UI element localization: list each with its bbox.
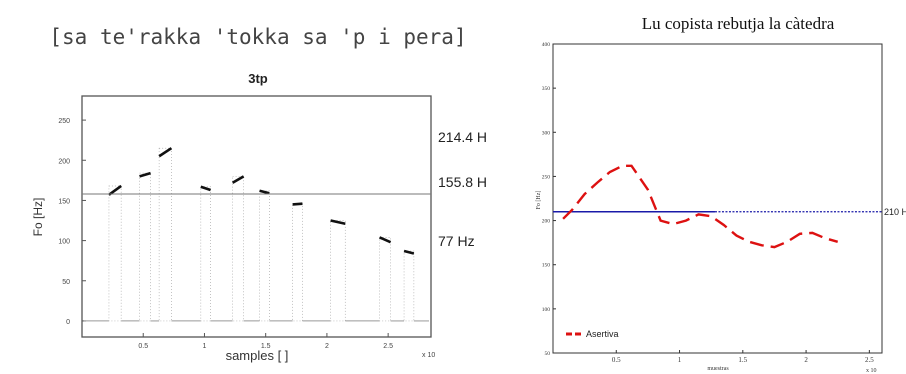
right-y-axis: 50 100 150 200 250 300 350 400 [542,42,556,357]
right-plot-frame [552,43,883,354]
left-x-tick-label: 1.5 [261,343,271,350]
right-y-tick-label: 300 [542,130,551,136]
left-plot-frame [81,95,432,338]
right-data-layer [553,164,882,249]
left-chart: [sa te'rakka 'tokka sa 'p i pera] 3tp 0 5… [31,25,487,363]
right-x-tick-label: 2 [804,356,808,364]
left-voiced-region [330,220,346,322]
left-f0-segment [200,185,211,192]
left-f0-segment [403,249,415,255]
left-y-tick-label: 0 [66,319,70,326]
right-legend: Asertiva [566,329,619,339]
left-x-multiplier: x 10 [422,352,435,359]
right-y-tick-label: 100 [542,307,551,313]
legend-label: Asertiva [586,329,619,339]
left-x-tick-label: 2.5 [383,343,393,350]
left-voiced-region [379,237,391,322]
right-series-line [562,164,839,249]
left-reference-label: 77 Hz [438,233,475,249]
left-x-axis-label: samples [ ] [226,348,289,363]
left-f0-segment [259,189,270,195]
left-f0-segment [158,147,173,158]
left-voiced-region [108,185,122,322]
right-x-tick-label: 2.5 [865,356,874,364]
right-y-axis-label: Fo [Hz] [536,191,542,210]
right-x-axis-label: muestras [707,366,729,372]
left-x-tick-label: 0.5 [138,343,148,350]
left-voiced-region [403,250,415,322]
right-chart: Lu copista rebutja la càtedra 5010015020… [536,14,906,374]
right-y-tick-label: 350 [542,86,551,92]
right-y-tick-label: 50 [545,351,551,357]
left-reference-label: 214.4 H [438,129,487,145]
right-chart-title: Lu copista rebutja la càtedra [642,14,835,33]
right-y-tick-label: 400 [542,42,551,48]
left-reference-label: 155.8 H [438,174,487,190]
left-x-tick-label: 2 [325,343,329,350]
right-x-tick-label: 0.5 [612,356,621,364]
left-y-tick-label: 100 [58,239,70,246]
left-data-layer [84,147,429,322]
left-f0-segment [139,171,151,178]
left-f0-segment [108,184,122,196]
left-y-axis-label: Fo [Hz] [31,198,45,237]
left-voiced-region [200,186,211,322]
right-x-multiplier: x 10 [866,368,877,374]
left-voiced-region [139,172,151,322]
right-x-axis: 0.5 1 1.5 2 2.5 [612,350,874,364]
left-y-tick-label: 200 [58,158,70,165]
left-voiced-region [158,147,172,322]
right-y-tick-label: 150 [542,263,551,269]
left-y-tick-label: 50 [62,279,70,286]
left-y-axis: 0 50 100 150 200 250 [58,118,86,326]
right-x-tick-label: 1.5 [738,356,747,364]
left-y-tick-label: 250 [58,118,70,125]
left-voiced-region [232,175,244,322]
right-y-tick-label: 200 [542,219,551,225]
left-chart-title: 3tp [248,71,268,86]
left-f0-segment [330,219,346,225]
left-x-axis: 0.5 1 1.5 2 2.5 [138,333,393,350]
left-voiced-region [259,190,270,322]
left-x-tick-label: 1 [203,343,207,350]
right-x-tick-label: 1 [678,356,682,364]
left-f0-segment [292,202,303,206]
left-y-tick-label: 150 [58,198,70,205]
left-f0-segment [379,236,392,244]
left-header-text: [sa te'rakka 'tokka sa 'p i pera] [49,25,466,49]
left-reference-labels: 214.4 H 155.8 H 77 Hz [82,129,487,249]
right-y-tick-label: 250 [542,174,551,180]
left-f0-segment [231,175,245,184]
left-voiced-region [292,203,303,322]
right-reference-label: 210 Hz [884,207,906,217]
